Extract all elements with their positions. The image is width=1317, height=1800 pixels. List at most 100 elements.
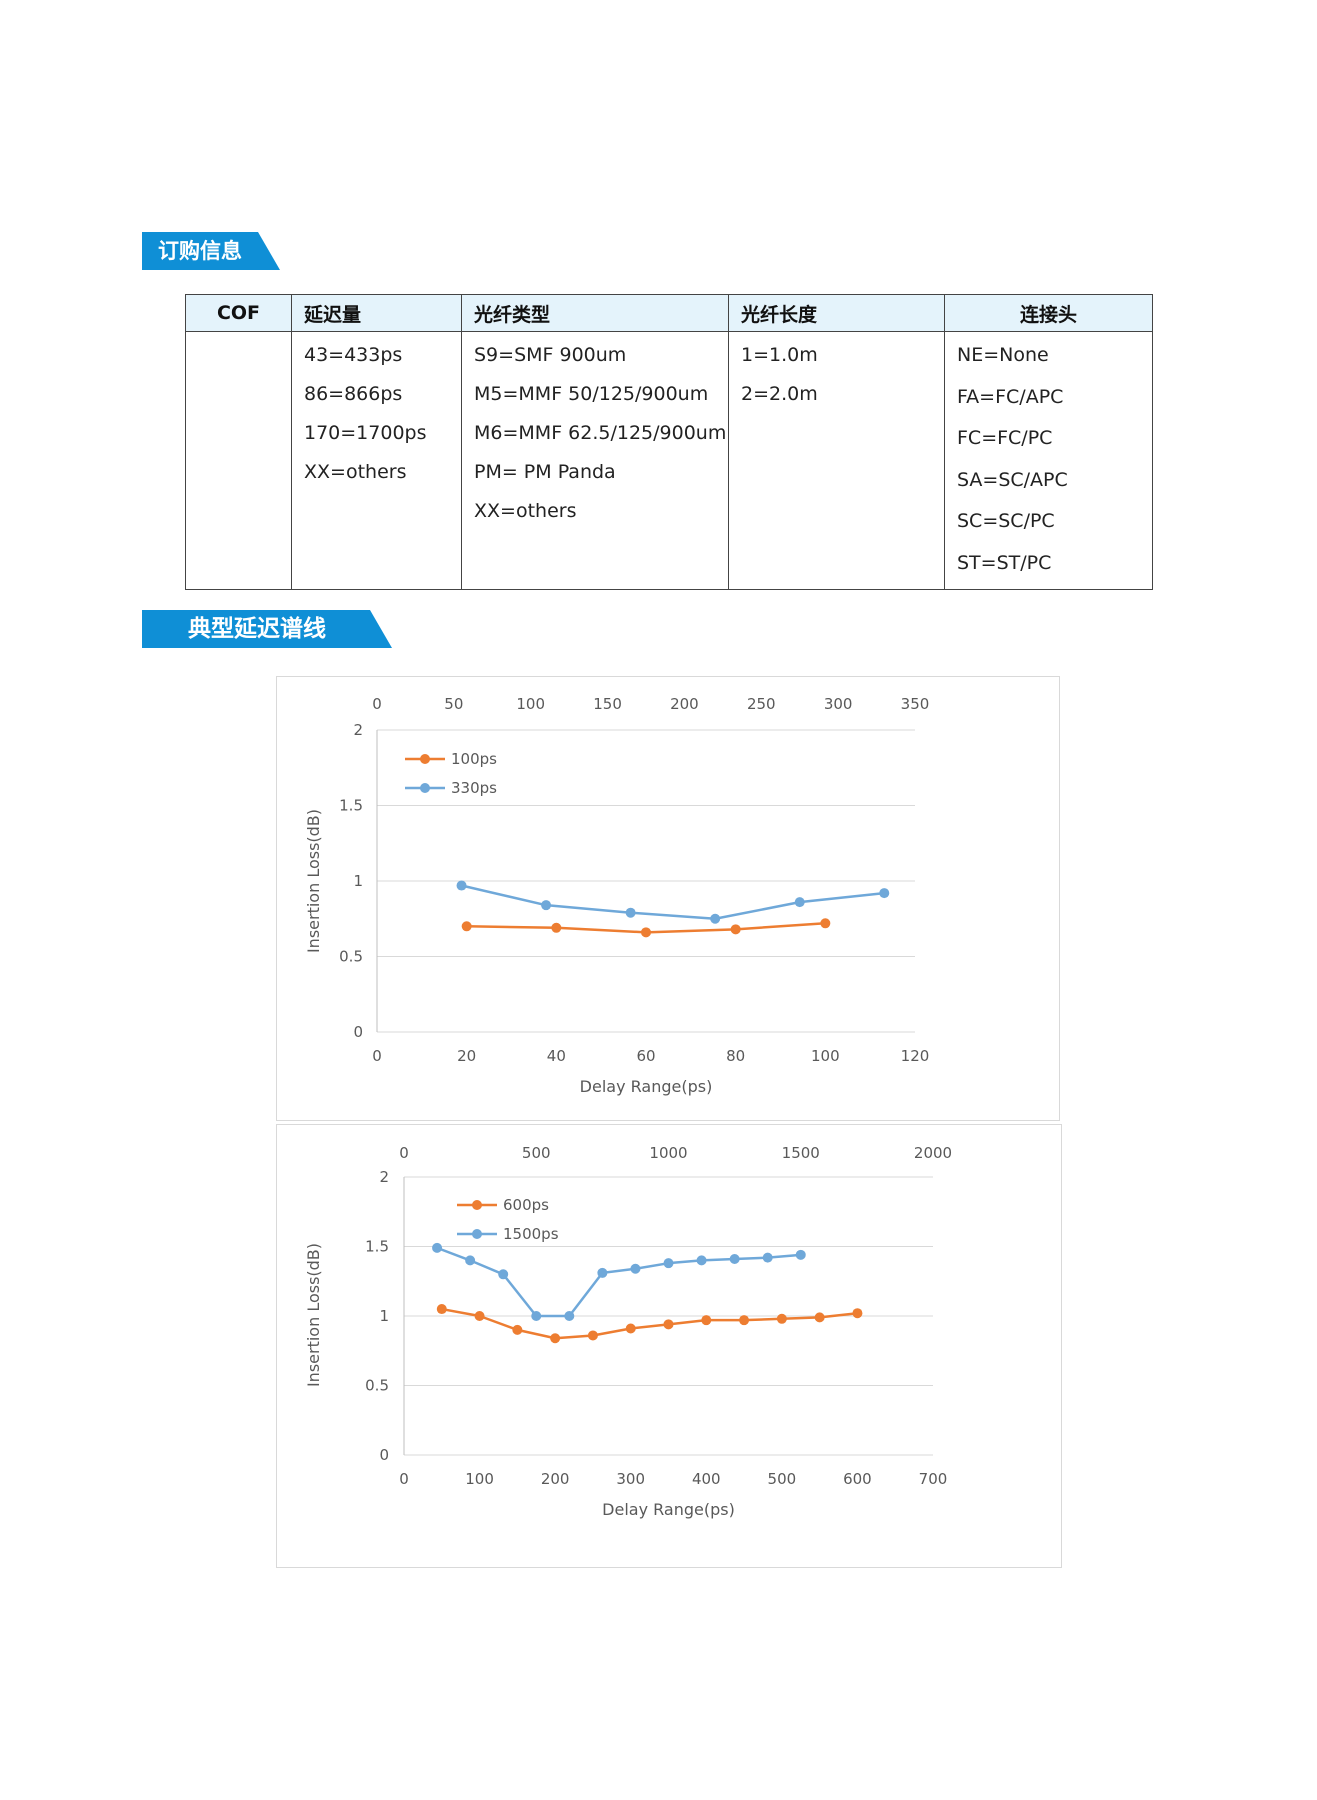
- fiber-type-option: PM= PM Panda: [474, 461, 616, 483]
- x-tick-label: 100: [465, 1470, 494, 1488]
- delay-chart-1: 0 0.5 1 1.5 2 0 20 40 60 80 100 120 0 50 100 150 200 250 3…: [276, 676, 1060, 1121]
- x2-tick-label: 0: [372, 695, 382, 713]
- ordering-info-title: 订购信息: [158, 239, 242, 263]
- x2-tick-label: 250: [747, 695, 776, 713]
- x-axis-title: Delay Range(ps): [602, 1500, 735, 1519]
- legend-label: 330ps: [451, 779, 497, 797]
- ordering-info-banner: 订购信息: [142, 232, 280, 270]
- data-point-600ps: [625, 1323, 636, 1334]
- data-point-330ps: [710, 913, 721, 924]
- y-tick-label: 2: [353, 721, 363, 739]
- data-point-1500ps: [729, 1254, 740, 1265]
- data-point-600ps: [663, 1319, 674, 1330]
- data-point-100ps: [551, 922, 562, 933]
- x-tick-label: 100: [811, 1047, 840, 1065]
- cof-cell: [185, 331, 292, 590]
- data-point-330ps: [456, 880, 467, 891]
- connector-option: FA=FC/APC: [957, 385, 1064, 408]
- data-point-600ps: [512, 1324, 523, 1335]
- table-row: 43=433ps 86=866ps 170=1700ps XX=others S…: [185, 331, 1153, 590]
- legend-marker-330ps: [420, 783, 430, 793]
- fiber-type-option: M6=MMF 62.5/125/900um: [474, 422, 727, 444]
- fiber-length-cell: 1=1.0m 2=2.0m: [728, 331, 945, 590]
- legend-marker-100ps: [420, 754, 430, 764]
- x-tick-label: 200: [541, 1470, 570, 1488]
- data-point-330ps: [794, 897, 805, 908]
- x-tick-label: 20: [457, 1047, 476, 1065]
- y-tick-label: 1: [353, 872, 363, 890]
- x-tick-label: 0: [372, 1047, 382, 1065]
- y-tick-label: 0.5: [365, 1377, 389, 1395]
- x-tick-label: 0: [399, 1470, 409, 1488]
- x-tick-label: 120: [901, 1047, 930, 1065]
- header-connector: 连接头: [944, 294, 1153, 332]
- delay-curve-banner: 典型延迟谱线: [142, 610, 392, 648]
- fiber-type-option: XX=others: [474, 500, 577, 522]
- data-point-1500ps: [432, 1242, 443, 1253]
- data-point-600ps: [776, 1313, 787, 1324]
- connector-option: SA=SC/APC: [957, 468, 1068, 491]
- x2-tick-label: 200: [670, 695, 699, 713]
- data-point-1500ps: [696, 1255, 707, 1266]
- legend-label: 1500ps: [503, 1225, 559, 1243]
- data-point-600ps: [739, 1315, 750, 1326]
- y-axis-title: Insertion Loss(dB): [304, 809, 323, 953]
- series-line-330ps: [461, 884, 885, 920]
- data-point-600ps: [436, 1304, 447, 1315]
- ordering-table: COF 延迟量 光纤类型 光纤长度 连接头 43=433ps 86=866ps …: [185, 294, 1153, 590]
- x2-tick-label: 350: [901, 695, 930, 713]
- connector-option: SC=SC/PC: [957, 510, 1055, 532]
- header-delay: 延迟量: [291, 294, 462, 332]
- fiber-type-option: S9=SMF 900um: [474, 344, 627, 366]
- data-point-1500ps: [597, 1267, 608, 1278]
- data-point-330ps: [625, 907, 636, 918]
- fiber-type-cell: S9=SMF 900um M5=MMF 50/125/900um M6=MMF …: [461, 331, 729, 590]
- data-point-100ps: [461, 921, 472, 932]
- x-tick-label: 40: [547, 1047, 566, 1065]
- data-point-100ps: [641, 927, 651, 938]
- delay-curve-title: 典型延迟谱线: [188, 616, 326, 642]
- data-point-330ps: [541, 900, 552, 911]
- y-tick-label: 0: [353, 1023, 363, 1041]
- connector-cell: NE=None FA=FC/APC FC=FC/PC SA=SC/APC SC=…: [944, 331, 1153, 590]
- data-point-100ps: [820, 918, 831, 929]
- y-tick-label: 1: [379, 1307, 389, 1325]
- legend-marker-1500ps: [472, 1229, 482, 1239]
- data-point-330ps: [879, 888, 890, 899]
- x2-tick-label: 300: [824, 695, 853, 713]
- data-point-600ps: [814, 1312, 825, 1323]
- connector-option: FC=FC/PC: [957, 427, 1053, 449]
- x-tick-label: 300: [616, 1470, 645, 1488]
- x-tick-label: 60: [636, 1047, 655, 1065]
- y-tick-label: 1.5: [365, 1238, 389, 1256]
- fiber-type-option: M5=MMF 50/125/900um: [474, 383, 709, 405]
- x2-tick-label: 50: [444, 695, 463, 713]
- connector-option: ST=ST/PC: [957, 551, 1052, 574]
- x-tick-label: 400: [692, 1470, 721, 1488]
- delay-option: 170=1700ps: [304, 422, 427, 444]
- legend-marker-600ps: [472, 1200, 482, 1210]
- x2-tick-label: 2000: [914, 1144, 952, 1162]
- data-point-1500ps: [663, 1258, 674, 1269]
- header-fiber-type: 光纤类型: [461, 294, 729, 332]
- data-point-600ps: [474, 1311, 485, 1321]
- fiber-length-option: 2=2.0m: [741, 383, 818, 405]
- x2-tick-label: 1000: [649, 1144, 687, 1162]
- series-line-1500ps: [436, 1246, 801, 1318]
- delay-option: XX=others: [304, 461, 407, 483]
- x-tick-label: 600: [843, 1470, 872, 1488]
- data-point-1500ps: [762, 1252, 773, 1263]
- legend-label: 600ps: [503, 1196, 549, 1214]
- data-point-1500ps: [564, 1311, 575, 1321]
- header-fiber-length: 光纤长度: [728, 294, 945, 332]
- y-tick-label: 1.5: [339, 797, 363, 815]
- data-point-1500ps: [630, 1263, 641, 1274]
- data-point-1500ps: [465, 1255, 476, 1266]
- delay-option: 86=866ps: [304, 383, 403, 405]
- legend-label: 100ps: [451, 750, 497, 768]
- table-header-row: COF 延迟量 光纤类型 光纤长度 连接头: [185, 294, 1153, 332]
- x-tick-label: 80: [726, 1047, 745, 1065]
- fiber-length-option: 1=1.0m: [741, 344, 818, 366]
